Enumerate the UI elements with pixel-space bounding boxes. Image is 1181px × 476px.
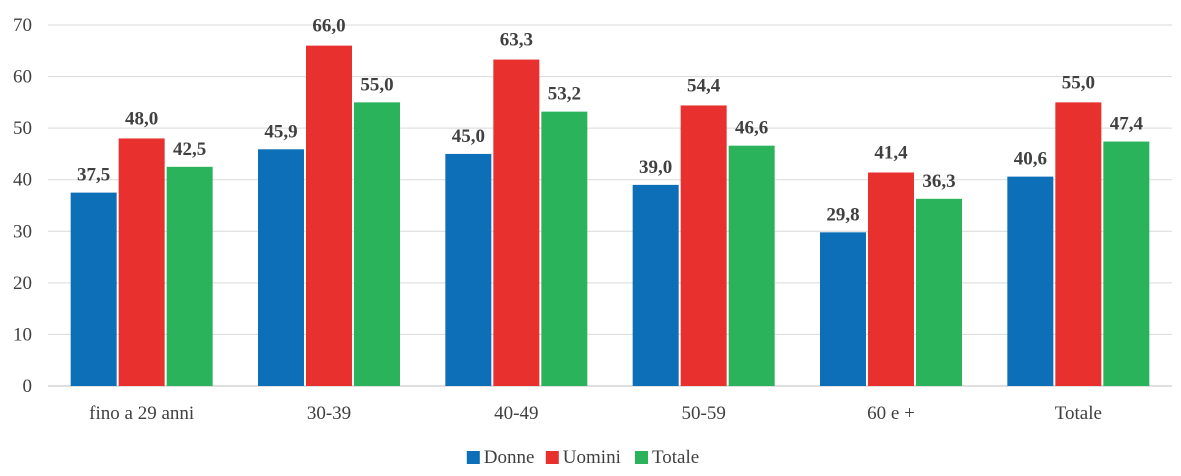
bar-uomini-60-e — [868, 172, 914, 386]
data-label-donne-totale: 40,6 — [1014, 149, 1047, 170]
data-label-totale-30-39: 55,0 — [360, 74, 393, 95]
data-label-uomini-50-59: 54,4 — [687, 75, 721, 96]
bar-uomini-40-49 — [493, 59, 540, 386]
data-label-donne-40-49: 45,0 — [452, 126, 485, 147]
data-label-totale-fino-a-29-anni: 42,5 — [173, 139, 206, 160]
y-tick-label: 10 — [13, 324, 32, 345]
bar-donne-fino-a-29-anni — [70, 192, 117, 386]
x-tick-label: fino a 29 anni — [89, 403, 194, 424]
bar-donne-totale — [1007, 176, 1054, 386]
data-label-uomini-totale: 55,0 — [1062, 72, 1095, 93]
data-label-totale-totale: 47,4 — [1110, 114, 1144, 135]
legend-label-totale: Totale — [652, 447, 699, 468]
y-tick-label: 20 — [13, 273, 32, 294]
data-label-uomini-40-49: 63,3 — [500, 30, 533, 51]
data-label-totale-40-49: 53,2 — [548, 84, 581, 105]
x-tick-label: 60 e + — [867, 403, 915, 424]
legend-swatch-donne — [466, 451, 480, 464]
bar-uomini-50-59 — [680, 105, 727, 387]
axes: 0 10 20 30 40 50 60 70 fino a 29 anni 30-39 40-49 5… — [13, 15, 1172, 424]
bar-totale-totale — [1103, 141, 1150, 386]
bar-uomini-totale — [1055, 102, 1102, 386]
data-label-donne-30-39: 45,9 — [264, 121, 297, 142]
gridlines — [48, 24, 1172, 335]
x-tick-label: 30-39 — [307, 403, 351, 424]
bar-donne-30-39 — [258, 149, 304, 386]
data-labels: 37,5 48,0 42,5 45,9 66,0 55,0 45,0 63,3 53,2 39,0… — [77, 16, 1143, 226]
bar-uomini-fino-a-29-anni — [118, 138, 165, 386]
bars — [70, 45, 1150, 387]
data-label-uomini-60-e: 41,4 — [874, 142, 908, 163]
bar-totale-60-e — [916, 198, 962, 386]
x-tick-label: 40-49 — [494, 403, 538, 424]
bar-totale-50-59 — [728, 145, 775, 386]
legend: Donne Uomini Totale — [466, 447, 699, 468]
legend-swatch-uomini — [545, 451, 559, 464]
data-label-donne-60-e: 29,8 — [826, 204, 859, 225]
legend-label-uomini: Uomini — [563, 447, 621, 468]
bar-totale-40-49 — [541, 111, 588, 386]
data-label-totale-60-e: 36,3 — [922, 171, 955, 192]
y-tick-label: 0 — [23, 376, 33, 397]
y-tick-label: 40 — [13, 170, 32, 191]
y-tick-label: 70 — [13, 15, 32, 36]
data-label-totale-50-59: 46,6 — [735, 118, 768, 139]
legend-swatch-totale — [635, 451, 648, 464]
y-tick-label: 60 — [13, 67, 32, 88]
x-tick-label: 50-59 — [682, 403, 726, 424]
bar-donne-60-e — [820, 232, 866, 386]
y-tick-label: 50 — [13, 118, 32, 139]
bar-totale-30-39 — [354, 102, 400, 386]
bar-donne-40-49 — [445, 153, 492, 386]
bar-totale-fino-a-29-anni — [166, 166, 213, 386]
data-label-uomini-30-39: 66,0 — [312, 16, 345, 37]
data-label-donne-50-59: 39,0 — [639, 157, 672, 178]
x-tick-label: Totale — [1055, 403, 1102, 424]
bar-uomini-30-39 — [306, 45, 352, 386]
legend-label-donne: Donne — [484, 447, 535, 468]
bar-donne-50-59 — [632, 184, 679, 386]
y-tick-label: 30 — [13, 221, 32, 242]
data-label-uomini-fino-a-29-anni: 48,0 — [125, 108, 158, 129]
data-label-donne-fino-a-29-anni: 37,5 — [77, 165, 110, 186]
